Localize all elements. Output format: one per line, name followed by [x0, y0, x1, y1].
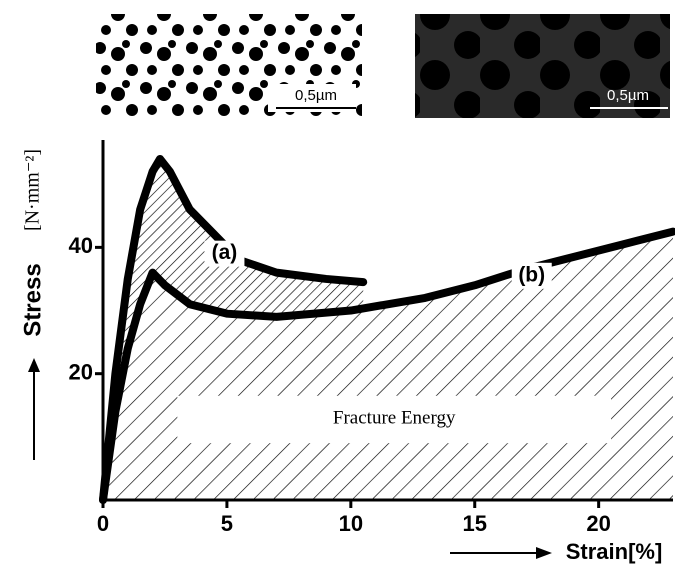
- micrograph-left: 0,5µm: [96, 14, 362, 118]
- x-tick-label: 15: [462, 511, 486, 536]
- x-tick-label: 10: [339, 511, 363, 536]
- y-axis-unit: [N·mm⁻²]: [22, 149, 44, 231]
- series-label-bg: [204, 240, 245, 267]
- micrograph-right: 0,5µm: [415, 14, 670, 118]
- x-tick-label: 5: [221, 511, 233, 536]
- annotation: Fracture Energy: [333, 408, 456, 429]
- series-label-bg: [511, 262, 552, 289]
- scale-bar-label: 0,5µm: [607, 87, 649, 104]
- y-arrow: [28, 358, 40, 460]
- y-tick-label: 40: [69, 233, 93, 258]
- scale-bar-label: 0,5µm: [295, 87, 337, 104]
- annotation-box: [177, 395, 612, 444]
- series-label: (b): [518, 263, 545, 286]
- y-tick-label: 20: [69, 359, 93, 384]
- y-axis-label: Stress: [19, 263, 46, 336]
- x-tick-label: 0: [97, 511, 109, 536]
- x-tick-label: 20: [586, 511, 610, 536]
- series-label: (a): [212, 241, 238, 264]
- x-arrow: [450, 547, 552, 559]
- series-line: [99, 154, 368, 504]
- x-axis-label: Strain[%]: [566, 539, 663, 564]
